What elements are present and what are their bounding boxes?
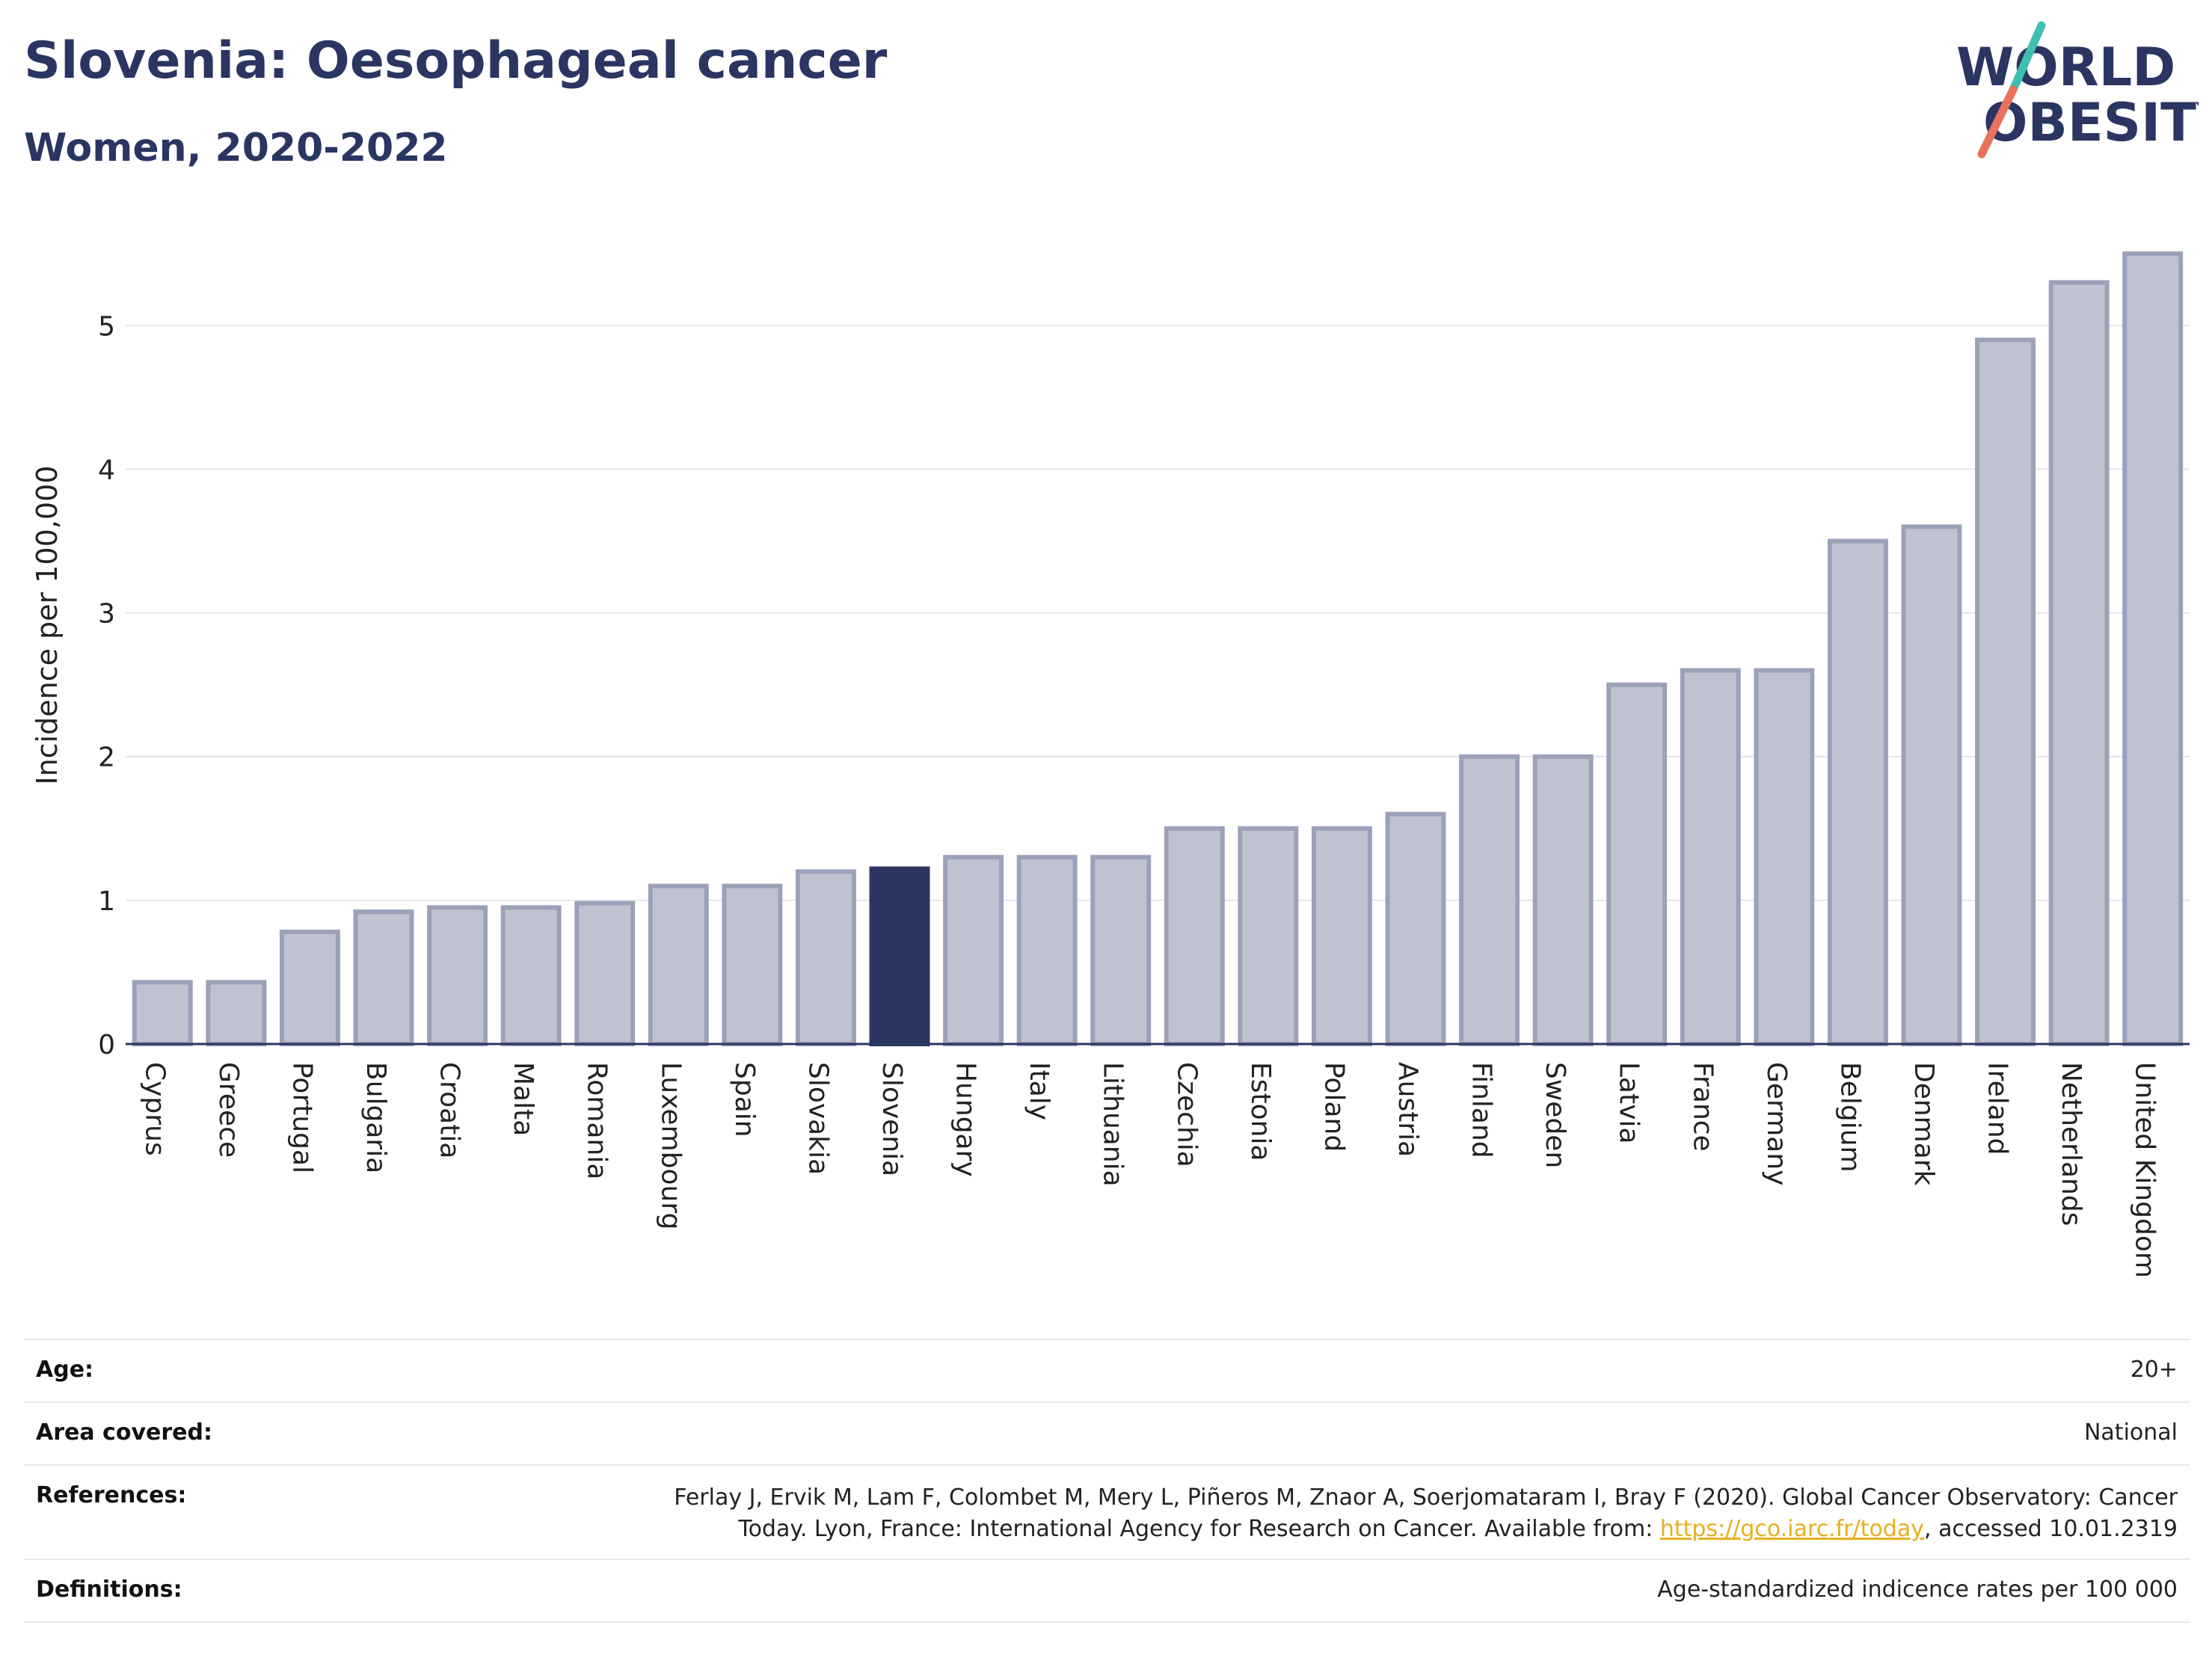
bar-poland xyxy=(1311,826,1372,1047)
x-tick-label: Slovakia xyxy=(802,1062,833,1175)
x-tick-label: Germany xyxy=(1761,1062,1792,1185)
x-tick-label: Finland xyxy=(1466,1062,1497,1158)
references-line-2-post: , accessed 10.01.2319 xyxy=(1924,1516,2178,1542)
x-tick-label: Hungary xyxy=(950,1062,981,1177)
x-tick-label: Croatia xyxy=(434,1062,465,1158)
definitions-label: Definitions: xyxy=(36,1576,182,1603)
x-tick-label: Czechia xyxy=(1171,1062,1202,1167)
y-tick-label: 3 xyxy=(98,599,115,630)
bars xyxy=(132,251,2184,1047)
y-tick-label: 2 xyxy=(98,743,115,773)
bar-slovakia xyxy=(795,869,856,1047)
bar-portugal xyxy=(279,930,340,1046)
x-tick-label: Portugal xyxy=(286,1062,317,1173)
x-tick-label: Luxembourg xyxy=(655,1062,686,1229)
references-value: Ferlay J, Ervik M, Lam F, Colombet M, Me… xyxy=(674,1482,2178,1545)
bar-slovenia xyxy=(869,866,930,1046)
x-tick-label: Netherlands xyxy=(2056,1062,2086,1226)
area-value: National xyxy=(2083,1419,2178,1446)
bar-chart: 0 1 2 3 4 5 Cyprus Greece Portugal Bulgaria Croati… xyxy=(31,251,2190,1278)
info-row-age: Age: 20+ xyxy=(24,1339,2190,1401)
x-tick-label: France xyxy=(1687,1062,1718,1152)
x-tick-label: Denmark xyxy=(1908,1062,1939,1186)
x-tick-label: Lithuania xyxy=(1098,1062,1128,1187)
info-row-definitions: Definitions: Age-standardized indicence … xyxy=(24,1559,2190,1623)
logo-line-1: WORLD xyxy=(1956,37,2175,98)
info-table: Age: 20+ Area covered: National Referenc… xyxy=(24,1339,2190,1623)
x-tick-label: Spain xyxy=(729,1062,760,1137)
bar-latvia xyxy=(1606,682,1668,1047)
x-tick-label: United Kingdom xyxy=(2130,1062,2160,1278)
bar-united-kingdom xyxy=(2122,251,2184,1047)
bar-denmark xyxy=(1901,524,1962,1046)
definitions-value: Age-standardized indicence rates per 100… xyxy=(1657,1576,2178,1603)
bar-finland xyxy=(1459,754,1520,1046)
x-tick-label: Slovenia xyxy=(876,1062,907,1176)
bar-czechia xyxy=(1164,826,1225,1047)
bar-france xyxy=(1680,668,1741,1047)
bar-spain xyxy=(722,883,783,1046)
x-tick-label: Cyprus xyxy=(139,1062,170,1156)
bar-netherlands xyxy=(2048,280,2110,1046)
x-tick-label: Poland xyxy=(1318,1062,1349,1152)
bar-estonia xyxy=(1238,826,1299,1047)
y-tick-label: 0 xyxy=(98,1030,115,1060)
x-tick-label: Ireland xyxy=(1982,1062,2013,1155)
bar-cyprus xyxy=(132,980,193,1046)
y-tick-label: 5 xyxy=(98,311,115,342)
x-tick-label: Malta xyxy=(508,1062,538,1136)
bar-belgium xyxy=(1827,538,1888,1046)
x-tick-label: Latvia xyxy=(1614,1062,1644,1144)
info-row-area: Area covered: National xyxy=(24,1401,2190,1464)
x-tick-label: Greece xyxy=(213,1062,244,1158)
area-label: Area covered: xyxy=(36,1419,212,1446)
x-tick-label: Romania xyxy=(582,1062,612,1179)
bar-lithuania xyxy=(1090,855,1152,1046)
bar-malta xyxy=(500,905,562,1046)
bar-ireland xyxy=(1975,337,2036,1046)
logo-slash-bottom xyxy=(1977,85,2018,159)
bar-germany xyxy=(1754,668,1815,1047)
bar-italy xyxy=(1016,855,1078,1046)
references-link[interactable]: https://gco.iarc.fr/today xyxy=(1659,1516,1925,1542)
bar-bulgaria xyxy=(353,909,414,1046)
references-label: References: xyxy=(36,1482,187,1508)
y-tick-label: 4 xyxy=(98,455,115,485)
bar-romania xyxy=(574,900,636,1046)
bar-croatia xyxy=(427,905,488,1046)
bar-austria xyxy=(1385,811,1446,1046)
references-line-2-pre: Today. Lyon, France: International Agenc… xyxy=(738,1516,1660,1542)
bar-greece xyxy=(206,980,267,1046)
x-tick-label: Sweden xyxy=(1540,1062,1570,1168)
age-label: Age: xyxy=(36,1357,94,1383)
x-tick-label: Estonia xyxy=(1245,1062,1276,1161)
chart-title: Slovenia: Oesophageal cancer xyxy=(24,31,888,90)
x-tick-label: Belgium xyxy=(1834,1062,1865,1173)
references-line-1: Ferlay J, Ervik M, Lam F, Colombet M, Me… xyxy=(674,1484,2178,1511)
bar-sweden xyxy=(1532,754,1594,1046)
y-tick-label: 1 xyxy=(98,886,115,917)
world-obesity-logo: WORLD OBESITY xyxy=(1956,21,2199,159)
logo-slash-top xyxy=(2009,21,2046,94)
bar-hungary xyxy=(943,855,1004,1046)
y-axis-label: Incidence per 100,000 xyxy=(31,465,64,784)
x-tick-label: Italy xyxy=(1024,1062,1054,1120)
age-value: 20+ xyxy=(2130,1357,2178,1383)
chart-subtitle: Women, 2020-2022 xyxy=(24,126,448,171)
logo-line-2: OBESITY xyxy=(1983,92,2199,153)
bar-luxembourg xyxy=(648,883,709,1046)
x-tick-label: Bulgaria xyxy=(360,1062,391,1173)
x-tick-label: Austria xyxy=(1392,1062,1423,1157)
axes: 0 1 2 3 4 5 Cyprus Greece Portugal Bulgaria Croati… xyxy=(98,311,2190,1278)
info-row-references: References: Ferlay J, Ervik M, Lam F, Co… xyxy=(24,1464,2190,1559)
